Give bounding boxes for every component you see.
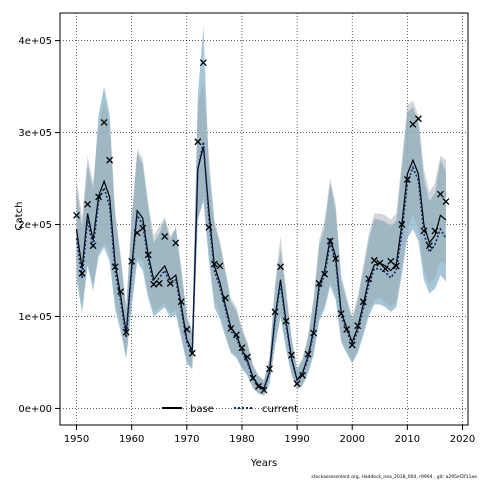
observed-point <box>414 115 422 123</box>
x-tick-label: 1980 <box>229 434 254 445</box>
legend-base-label: base <box>190 404 214 415</box>
observed-point <box>199 59 207 67</box>
observed-point <box>348 341 356 349</box>
observed-point <box>216 262 224 270</box>
y-tick-label: 0e+00 <box>18 404 52 415</box>
observed-point <box>166 279 174 287</box>
observed-point <box>326 237 334 245</box>
observed-point <box>321 270 329 278</box>
observed-point <box>122 328 130 336</box>
observed-point <box>271 308 279 316</box>
observed-point <box>238 344 246 352</box>
observed-point <box>255 382 262 390</box>
observed-point <box>332 255 340 263</box>
observed-point <box>128 257 136 265</box>
observed-point <box>89 242 97 250</box>
observed-point <box>288 351 296 359</box>
base-confidence-band <box>76 82 446 395</box>
observed-point <box>210 260 218 268</box>
x-tick-label: 2010 <box>395 434 420 445</box>
x-tick-label: 1970 <box>174 434 199 445</box>
observed-points <box>73 59 450 394</box>
footnote: stockassessment.org, Haddock_nea_2018_00… <box>311 474 477 480</box>
observed-point <box>420 227 428 235</box>
observed-point <box>188 349 196 357</box>
current-confidence-band <box>76 26 446 396</box>
observed-point <box>133 229 141 237</box>
observed-point <box>139 224 147 232</box>
observed-point <box>95 193 103 201</box>
observed-point <box>310 329 318 337</box>
observed-point <box>260 386 268 394</box>
observed-point <box>266 365 273 373</box>
y-tick-label: 4e+05 <box>18 36 52 47</box>
observed-point <box>221 294 229 302</box>
x-axis-title: Years <box>250 458 277 469</box>
observed-point <box>117 288 125 296</box>
observed-point <box>442 198 450 205</box>
observed-point <box>387 257 395 265</box>
observed-point <box>436 190 444 198</box>
y-tick-label: 2e+05 <box>18 220 52 231</box>
observed-point <box>277 263 285 271</box>
observed-point <box>177 298 185 306</box>
observed-point <box>232 331 240 339</box>
x-axis: 1950 1960 1970 1980 1990 2000 2010 2020 <box>64 425 475 445</box>
legend-current-label: current <box>262 404 298 415</box>
observed-point <box>282 317 290 325</box>
y-tick-label: 3e+05 <box>18 128 52 139</box>
x-tick-label: 1950 <box>64 434 89 445</box>
observed-point <box>194 138 202 146</box>
observed-point <box>249 374 257 382</box>
observed-point <box>172 239 180 247</box>
observed-point <box>431 227 439 235</box>
observed-point <box>144 251 152 259</box>
observed-point <box>403 175 411 183</box>
y-axis-title: Catch <box>14 202 25 231</box>
x-tick-label: 1960 <box>119 434 144 445</box>
base-band-area <box>76 82 446 395</box>
observed-point <box>183 325 191 333</box>
observed-point <box>205 223 213 231</box>
plot-frame <box>59 12 469 426</box>
observed-point <box>73 211 81 219</box>
observed-point <box>337 310 345 318</box>
legend: base current <box>162 404 298 415</box>
observed-point <box>359 298 367 306</box>
observed-point <box>150 280 158 288</box>
observed-point <box>78 269 86 277</box>
observed-point <box>370 256 378 264</box>
x-tick-label: 2000 <box>339 434 364 445</box>
y-tick-label: 1e+05 <box>18 312 52 323</box>
observed-point <box>243 353 251 361</box>
observed-point <box>299 371 307 379</box>
observed-point <box>111 263 119 271</box>
observed-point <box>161 233 169 240</box>
observed-point <box>365 275 373 283</box>
observed-point <box>381 265 389 273</box>
observed-point <box>106 156 114 164</box>
observed-point <box>343 325 351 333</box>
observed-point <box>409 120 417 128</box>
observed-point <box>398 221 406 228</box>
observed-point <box>227 324 235 332</box>
observed-point <box>100 118 108 126</box>
current-band-area <box>76 26 446 396</box>
y-axis: 0e+00 1e+05 2e+05 3e+05 4e+05 <box>18 36 60 415</box>
x-tick-label: 2020 <box>450 434 475 445</box>
observed-point <box>304 350 312 358</box>
observed-point <box>84 200 92 208</box>
observed-point <box>315 279 323 287</box>
observed-point <box>293 380 301 388</box>
observed-point <box>376 259 384 267</box>
observed-point <box>354 322 362 330</box>
observed-point <box>392 262 400 270</box>
observed-point <box>155 279 163 287</box>
observed-point <box>425 242 433 250</box>
x-tick-label: 1990 <box>284 434 309 445</box>
